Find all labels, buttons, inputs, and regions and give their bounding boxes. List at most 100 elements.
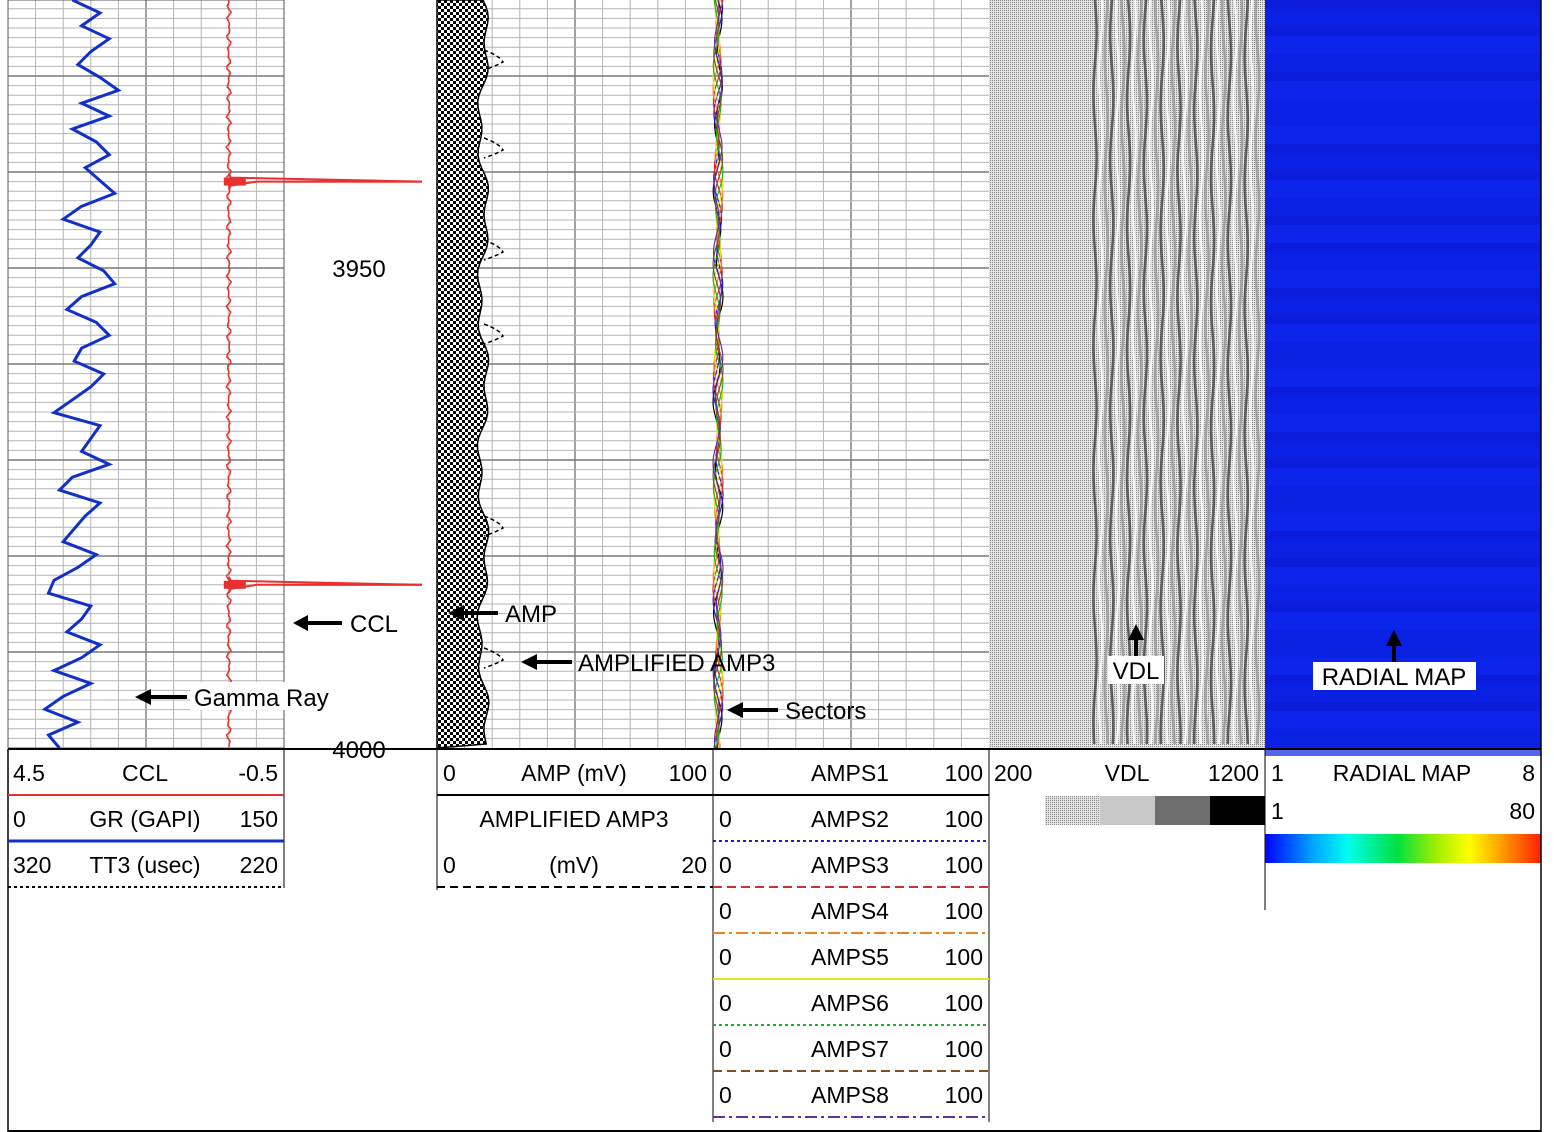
ccl-scale-right: -0.5 [238,760,278,786]
amps-scale-left: 0 [719,1036,732,1062]
radial-band [1265,63,1541,72]
radial-band [1265,396,1541,405]
track1-grid [8,0,284,748]
radial-band [1265,450,1541,459]
radial-band [1265,333,1541,342]
radial-band [1265,360,1541,369]
amps-scale-name: AMPS3 [811,852,889,878]
amplified-amp3-arrow-head [521,654,537,670]
vdl-stripe [1176,0,1182,745]
amps-scale-right: 100 [945,898,983,924]
radial-band [1265,504,1541,513]
radial-scale-name: RADIAL MAP [1333,760,1471,786]
vdl-stripe [1103,0,1110,745]
radial-band [1265,594,1541,603]
radial-band [1265,36,1541,45]
radial-band [1265,171,1541,180]
radial-band [1265,495,1541,504]
radial-band [1265,0,1541,9]
vdl-stripe [1125,0,1132,745]
amp-arrow-head [448,605,464,621]
vdl-header: 200 VDL 1200 [994,760,1265,825]
amps-scale-right: 100 [945,806,983,832]
radial-band [1265,441,1541,450]
radial-band [1265,180,1541,189]
radial-band [1265,531,1541,540]
amplified-amp3-blip [483,515,504,537]
vdl-track [989,0,1265,748]
amp-scale-name: AMP (mV) [521,760,627,786]
amps-scale-name: AMPS1 [811,760,889,786]
sectors-callout-label: Sectors [785,698,866,725]
track3 [436,0,713,749]
radial-band [1265,270,1541,279]
amp-fill [436,0,490,749]
radial-band [1265,729,1541,738]
vdl-stripe [1136,0,1143,745]
vdl-stripe [1215,0,1221,745]
vdl-stripe [1108,0,1115,745]
radial-color-scale-left: 1 [1271,798,1284,824]
vdl-stripe [1254,0,1261,745]
vdl-stripe [1097,0,1104,745]
radial-band [1265,108,1541,117]
amps-scale-left: 0 [719,898,732,924]
vdl-stripe [1187,0,1194,745]
amp-scale-left: 0 [443,760,456,786]
amplified-amp3-blip [483,239,504,261]
radial-band [1265,216,1541,225]
amps-scale-right: 100 [945,852,983,878]
vdl-stripe [1153,0,1160,745]
radial-band [1265,378,1541,387]
amps-scale-right: 100 [945,990,983,1016]
radial-band [1265,405,1541,414]
vdl-waveform-stripes [1092,0,1261,745]
vdl-stripe [1170,0,1177,745]
amps-scale-right: 100 [945,944,983,970]
radial-band [1265,207,1541,216]
radial-band [1265,693,1541,702]
radial-band [1265,279,1541,288]
radial-band [1265,567,1541,576]
radial-color-bar [1265,834,1541,863]
radial-band [1265,387,1541,396]
track1-header: 4.5 CCL -0.5 0 GR (GAPI) 150 320 TT3 (us… [7,749,285,1132]
vdl-grayscale-key-4 [1210,796,1265,825]
radial-band [1265,558,1541,567]
track3-header: 0 AMP (mV) 100 AMPLIFIED AMP3 0 (mV) 20 [436,749,713,890]
vdl-stripe [1131,0,1137,745]
gr-scale-name: GR (GAPI) [89,806,200,832]
track4-grid [713,0,989,748]
track4 [712,0,989,749]
vdl-stripe [1243,0,1250,745]
amp-scale-right: 100 [669,760,707,786]
vdl-stripe [1181,0,1188,745]
amps-scale-left: 0 [719,990,732,1016]
radial-band [1265,549,1541,558]
gamma-ray-callout-label: Gamma Ray [194,685,329,712]
radial-band [1265,144,1541,153]
vdl-grayscale-key-3 [1155,796,1210,825]
depth-track: 3950 4000 [332,256,385,764]
radial-band [1265,630,1541,639]
vdl-stripe [1220,0,1227,745]
amps-scale-name: AMPS2 [811,806,889,832]
amplified-amp3-scale-right: 20 [681,852,707,878]
radial-band [1265,234,1541,243]
radial-band [1265,747,1541,756]
amps-scale-name: AMPS4 [811,898,889,924]
radial-band [1265,9,1541,18]
ccl-spike-core [223,177,246,186]
vdl-stripe [1209,0,1216,745]
radial-band [1265,414,1541,423]
amps-scale-left: 0 [719,852,732,878]
radial-band [1265,513,1541,522]
amplified-amp3-scale-left: 0 [443,852,456,878]
radial-band [1265,162,1541,171]
radial-band [1265,702,1541,711]
radial-band [1265,468,1541,477]
vdl-arrow-head [1128,624,1144,640]
radial-band [1265,252,1541,261]
radial-band [1265,153,1541,162]
radial-band [1265,648,1541,657]
